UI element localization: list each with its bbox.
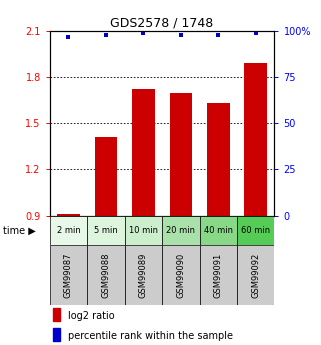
Point — [66, 34, 71, 39]
Bar — [245, 63, 267, 216]
Text: 20 min: 20 min — [166, 226, 195, 235]
Point — [141, 30, 146, 36]
Bar — [207, 104, 230, 216]
Text: percentile rank within the sample: percentile rank within the sample — [68, 331, 233, 341]
Text: GSM99087: GSM99087 — [64, 253, 73, 298]
Bar — [169, 92, 192, 216]
Text: log2 ratio: log2 ratio — [68, 312, 115, 322]
Bar — [87, 245, 125, 305]
Bar — [50, 216, 87, 245]
Bar — [162, 216, 200, 245]
Text: time ▶: time ▶ — [3, 225, 36, 235]
Bar — [200, 216, 237, 245]
Text: GSM99091: GSM99091 — [214, 253, 223, 298]
Bar — [237, 216, 274, 245]
Bar — [162, 245, 200, 305]
Bar — [132, 89, 155, 216]
Bar — [53, 308, 60, 321]
Text: 60 min: 60 min — [241, 226, 270, 235]
Bar — [125, 245, 162, 305]
Text: GSM99090: GSM99090 — [176, 253, 185, 298]
Text: 2 min: 2 min — [56, 226, 80, 235]
Point — [103, 32, 108, 38]
Point — [253, 30, 258, 36]
Bar — [57, 214, 80, 216]
Bar — [95, 137, 117, 216]
Text: 40 min: 40 min — [204, 226, 233, 235]
Text: GSM99089: GSM99089 — [139, 253, 148, 298]
Bar — [50, 245, 87, 305]
Point — [216, 32, 221, 38]
Text: GSM99092: GSM99092 — [251, 253, 260, 298]
Text: 5 min: 5 min — [94, 226, 118, 235]
Bar — [53, 328, 60, 341]
Bar — [87, 216, 125, 245]
Bar — [125, 216, 162, 245]
Point — [178, 32, 183, 38]
Bar — [200, 245, 237, 305]
Text: GSM99088: GSM99088 — [101, 253, 110, 298]
Title: GDS2578 / 1748: GDS2578 / 1748 — [110, 17, 214, 30]
Text: 10 min: 10 min — [129, 226, 158, 235]
Bar — [237, 245, 274, 305]
